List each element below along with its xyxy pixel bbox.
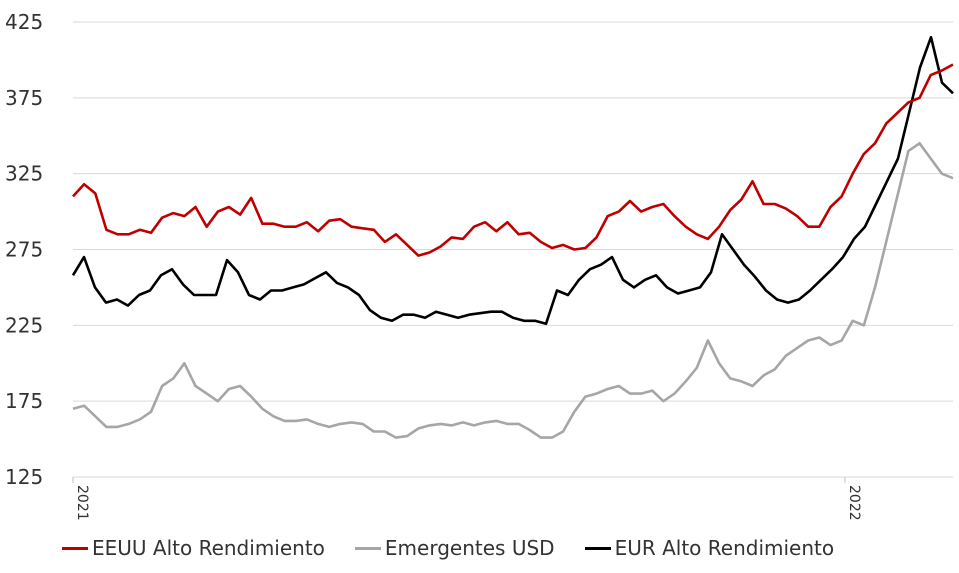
series-line-eeuu-alto-rendimiento — [72, 63, 954, 257]
gridlines — [73, 21, 953, 478]
y-axis-ticks: 125 175 225 275 325 375 425 — [5, 10, 43, 489]
legend-label-emergentes: Emergentes USD — [384, 536, 555, 560]
legend: EEUU Alto Rendimiento Emergentes USD EUR… — [62, 536, 834, 560]
y-tick-label-275: 275 — [5, 238, 43, 262]
legend-swatch-eeuu — [62, 546, 88, 550]
legend-label-eeuu: EEUU Alto Rendimiento — [92, 536, 325, 560]
legend-item-eeuu: EEUU Alto Rendimiento — [62, 536, 325, 560]
series-line-eur-alto-rendimiento — [71, 35, 954, 326]
y-tick-label-125: 125 — [5, 465, 43, 489]
y-tick-label-425: 425 — [5, 10, 43, 34]
legend-swatch-emergentes — [354, 546, 381, 550]
x-tick-label-2021: 2021 — [74, 485, 90, 521]
series-line-emergentes-usd — [72, 142, 954, 439]
line-chart: 125 175 225 275 325 375 425 2021 2022 — [5, 10, 954, 521]
legend-swatch-eur — [584, 546, 611, 550]
y-tick-label-175: 175 — [5, 389, 43, 413]
y-tick-label-225: 225 — [5, 313, 43, 337]
legend-item-eur: EUR Alto Rendimiento — [584, 536, 835, 560]
x-axis: 2021 2022 — [72, 476, 953, 521]
legend-label-eur: EUR Alto Rendimiento — [614, 536, 835, 560]
y-tick-label-325: 325 — [5, 162, 43, 186]
series-lines — [71, 35, 954, 439]
y-tick-label-375: 375 — [5, 86, 43, 110]
x-tick-label-2022: 2022 — [846, 485, 862, 521]
legend-item-emergentes: Emergentes USD — [354, 536, 555, 560]
